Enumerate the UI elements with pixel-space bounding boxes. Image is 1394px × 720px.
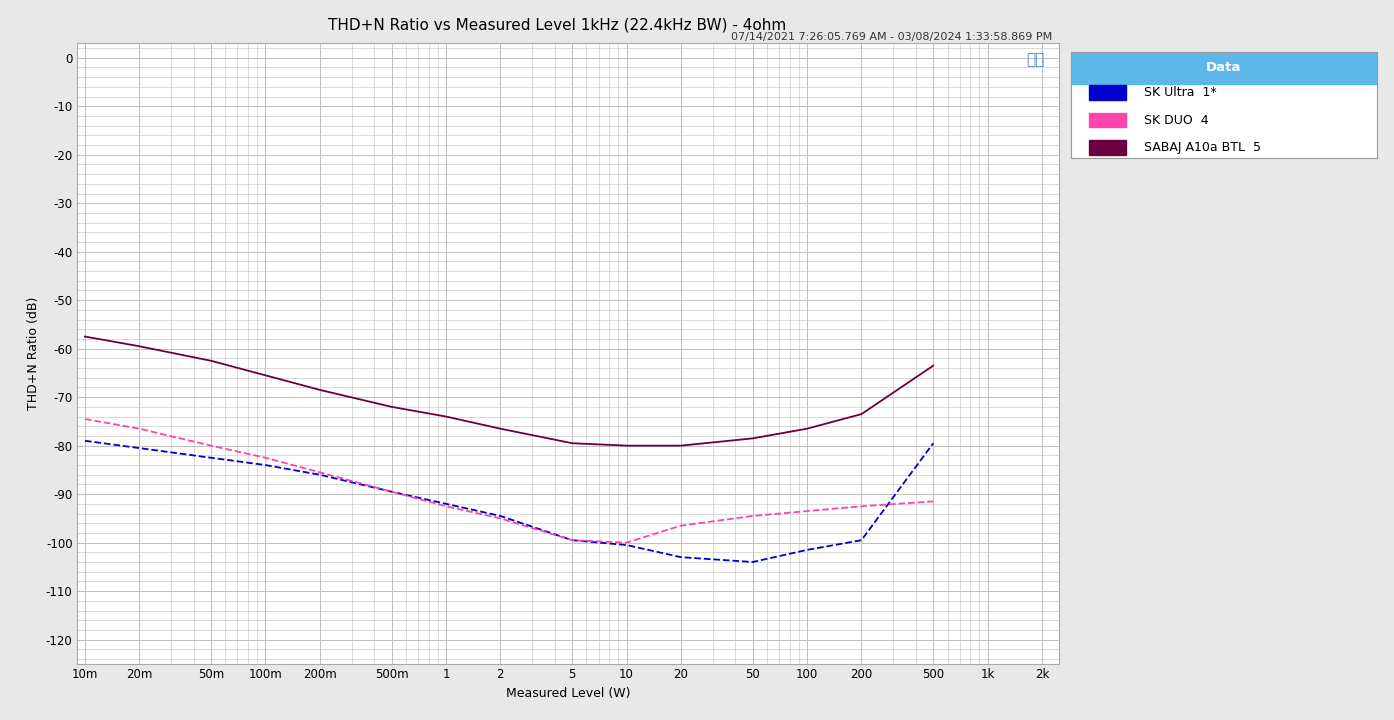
Bar <box>1071 52 1377 84</box>
Text: SK DUO  4: SK DUO 4 <box>1144 114 1209 127</box>
Bar <box>1089 112 1126 127</box>
Text: THD+N Ratio vs Measured Level 1kHz (22.4kHz BW) - 4ohm: THD+N Ratio vs Measured Level 1kHz (22.4… <box>329 18 786 33</box>
Text: Data: Data <box>1206 61 1242 74</box>
Y-axis label: THD+N Ratio (dB): THD+N Ratio (dB) <box>28 297 40 410</box>
Text: 07/14/2021 7:26:05.769 AM - 03/08/2024 1:33:58.869 PM: 07/14/2021 7:26:05.769 AM - 03/08/2024 1… <box>732 32 1052 42</box>
Bar <box>1089 140 1126 156</box>
Text: SK Ultra  1*: SK Ultra 1* <box>1144 86 1217 99</box>
X-axis label: Measured Level (W): Measured Level (W) <box>506 687 630 700</box>
Bar <box>1089 85 1126 100</box>
Text: Ⓐⓟ: Ⓐⓟ <box>1026 53 1044 68</box>
Text: SABAJ A10a BTL  5: SABAJ A10a BTL 5 <box>1144 141 1262 154</box>
